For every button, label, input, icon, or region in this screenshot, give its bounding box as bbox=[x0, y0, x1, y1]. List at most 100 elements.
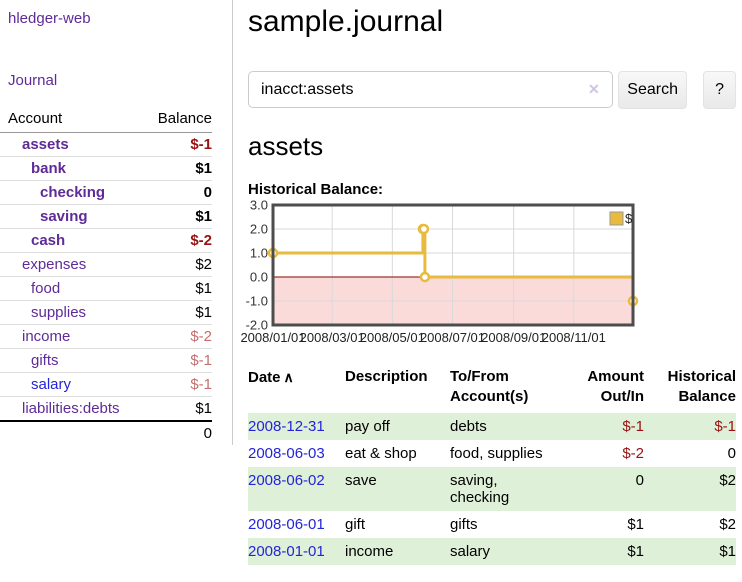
accounts-header-account: Account bbox=[8, 110, 63, 127]
svg-text:$: $ bbox=[625, 211, 633, 226]
sidebar: hledger-web Journal Account Balance asse… bbox=[0, 0, 233, 445]
register-description: save bbox=[345, 472, 377, 489]
register-amount: $1 bbox=[627, 543, 644, 560]
sidebar-account-balance: $-1 bbox=[190, 352, 212, 369]
search-form: ✕ Search ? bbox=[248, 71, 736, 109]
search-button[interactable]: Search bbox=[618, 71, 688, 109]
register-accounts: food, supplies bbox=[450, 445, 543, 462]
search-input[interactable] bbox=[248, 71, 614, 108]
sort-asc-icon: ∧ bbox=[283, 369, 294, 385]
table-row: 2008-06-03 eat & shop food, supplies $-2 0 bbox=[248, 440, 736, 467]
sidebar-account-link-food[interactable]: food bbox=[31, 280, 61, 297]
register-header-accounts: To/From Account(s) bbox=[450, 368, 529, 405]
sidebar-account-link-cash[interactable]: cash bbox=[31, 232, 66, 249]
table-row: 2008-06-01 gift gifts $1 $2 bbox=[248, 511, 736, 538]
register-header-row: Date ∧ Description To/From Account(s) Amo… bbox=[248, 365, 736, 413]
help-button[interactable]: ? bbox=[703, 71, 736, 109]
register-accounts: gifts bbox=[450, 516, 478, 533]
sidebar-account-link-saving[interactable]: saving bbox=[40, 208, 88, 225]
svg-text:1.0: 1.0 bbox=[250, 246, 268, 261]
sidebar-item-journal[interactable]: Journal bbox=[8, 72, 58, 89]
register-amount: $-2 bbox=[622, 445, 644, 462]
register-description: eat & shop bbox=[345, 445, 417, 462]
sidebar-account-link-expenses[interactable]: expenses bbox=[22, 256, 87, 273]
sidebar-account-balance: $1 bbox=[195, 280, 212, 297]
accounts-table-header: Account Balance bbox=[0, 107, 212, 133]
sidebar-account-row: food $1 bbox=[0, 277, 212, 301]
register-header-amount: Amount Out/In bbox=[587, 368, 644, 405]
sidebar-account-row: salary $-1 bbox=[0, 373, 212, 397]
register-balance: $2 bbox=[719, 516, 736, 533]
sidebar-account-balance: $-2 bbox=[190, 328, 212, 345]
register-description: income bbox=[345, 543, 394, 560]
main-content: sample.journal ✕ Search ? assets Histori… bbox=[240, 0, 736, 565]
svg-text:-1.0: -1.0 bbox=[246, 294, 268, 309]
page-title: sample.journal bbox=[248, 5, 444, 38]
accounts-header-balance: Balance bbox=[157, 110, 212, 127]
register-amount: $1 bbox=[627, 516, 644, 533]
sidebar-account-link-assets[interactable]: assets bbox=[22, 136, 69, 153]
register-balance: $-1 bbox=[714, 418, 736, 435]
register-amount: $-1 bbox=[622, 418, 644, 435]
sidebar-account-row: supplies $1 bbox=[0, 301, 212, 325]
svg-text:3.0: 3.0 bbox=[250, 198, 268, 213]
clear-search-icon[interactable]: ✕ bbox=[588, 81, 600, 97]
register-accounts: debts bbox=[450, 418, 487, 435]
register-date-link[interactable]: 2008-06-02 bbox=[248, 472, 325, 489]
svg-text:2008/05/01: 2008/05/01 bbox=[360, 330, 425, 345]
sidebar-account-row: assets $-1 bbox=[0, 133, 212, 157]
sidebar-account-row: income $-2 bbox=[0, 325, 212, 349]
register-description: pay off bbox=[345, 418, 390, 435]
table-row: 2008-01-01 income salary $1 $1 bbox=[248, 538, 736, 565]
sidebar-account-row: gifts $-1 bbox=[0, 349, 212, 373]
sidebar-account-link-checking[interactable]: checking bbox=[40, 184, 106, 201]
accounts-rows: assets $-1 bank $1 checking 0 saving $1 cash $-2 e… bbox=[0, 133, 212, 420]
sidebar-account-link-income[interactable]: income bbox=[22, 328, 71, 345]
accounts-total-row: 0 bbox=[0, 420, 212, 445]
sidebar-account-balance: $1 bbox=[195, 160, 212, 177]
account-heading: assets bbox=[248, 131, 324, 161]
sidebar-account-balance: $1 bbox=[195, 208, 212, 225]
svg-text:2008/01/01: 2008/01/01 bbox=[240, 330, 305, 345]
svg-text:2008/07/01: 2008/07/01 bbox=[420, 330, 485, 345]
accounts-total-value: 0 bbox=[203, 425, 212, 442]
sidebar-account-link-salary[interactable]: salary bbox=[31, 376, 72, 393]
table-row: 2008-12-31 pay off debts $-1 $-1 bbox=[248, 413, 736, 440]
sidebar-account-row: cash $-2 bbox=[0, 229, 212, 253]
sidebar-account-link-bank[interactable]: bank bbox=[31, 160, 67, 177]
sidebar-account-link-supplies[interactable]: supplies bbox=[31, 304, 87, 321]
register-balance: 0 bbox=[727, 445, 736, 462]
register-header-balance: Historical Balance bbox=[667, 368, 736, 405]
register-table: Date ∧ Description To/From Account(s) Amo… bbox=[248, 365, 736, 565]
svg-text:2008/03/01: 2008/03/01 bbox=[300, 330, 365, 345]
chart-canvas: $3.0 2.0 1.0 0.0 -1.0 -2.02008/01/012008/03/0… bbox=[240, 198, 639, 345]
svg-text:2.0: 2.0 bbox=[250, 222, 268, 237]
register-accounts: salary bbox=[450, 543, 491, 560]
register-date-link[interactable]: 2008-01-01 bbox=[248, 543, 325, 560]
register-date-link[interactable]: 2008-06-03 bbox=[248, 445, 325, 462]
sidebar-account-row: checking 0 bbox=[0, 181, 212, 205]
register-date-link[interactable]: 2008-12-31 bbox=[248, 418, 325, 435]
app-title-link[interactable]: hledger-web bbox=[8, 10, 91, 27]
svg-text:-2.0: -2.0 bbox=[246, 318, 268, 333]
sidebar-account-link-gifts[interactable]: gifts bbox=[31, 352, 59, 369]
sidebar-account-link-liabilities-debts[interactable]: liabilities:debts bbox=[22, 400, 120, 417]
register-header-description: Description bbox=[345, 368, 428, 385]
sidebar-account-row: saving $1 bbox=[0, 205, 212, 229]
svg-text:0.0: 0.0 bbox=[250, 270, 268, 285]
table-row: 2008-06-02 save saving, checking 0 $2 bbox=[248, 467, 736, 511]
chart-title: Historical Balance: bbox=[248, 181, 384, 198]
register-description: gift bbox=[345, 516, 366, 533]
svg-text:2008/09/01: 2008/09/01 bbox=[481, 330, 546, 345]
register-header-date[interactable]: Date ∧ bbox=[248, 365, 345, 413]
sidebar-account-balance: $-2 bbox=[190, 232, 212, 249]
sidebar-account-balance: $1 bbox=[195, 304, 212, 321]
sidebar-account-balance: $-1 bbox=[190, 136, 212, 153]
register-balance: $2 bbox=[719, 472, 736, 489]
register-date-link[interactable]: 2008-06-01 bbox=[248, 516, 325, 533]
sidebar-account-row: bank $1 bbox=[0, 157, 212, 181]
svg-text:2008/11/01: 2008/11/01 bbox=[542, 330, 606, 345]
sidebar-account-balance: 0 bbox=[203, 184, 212, 201]
register-balance: $1 bbox=[719, 543, 736, 560]
sidebar-account-row: liabilities:debts $1 bbox=[0, 397, 212, 420]
